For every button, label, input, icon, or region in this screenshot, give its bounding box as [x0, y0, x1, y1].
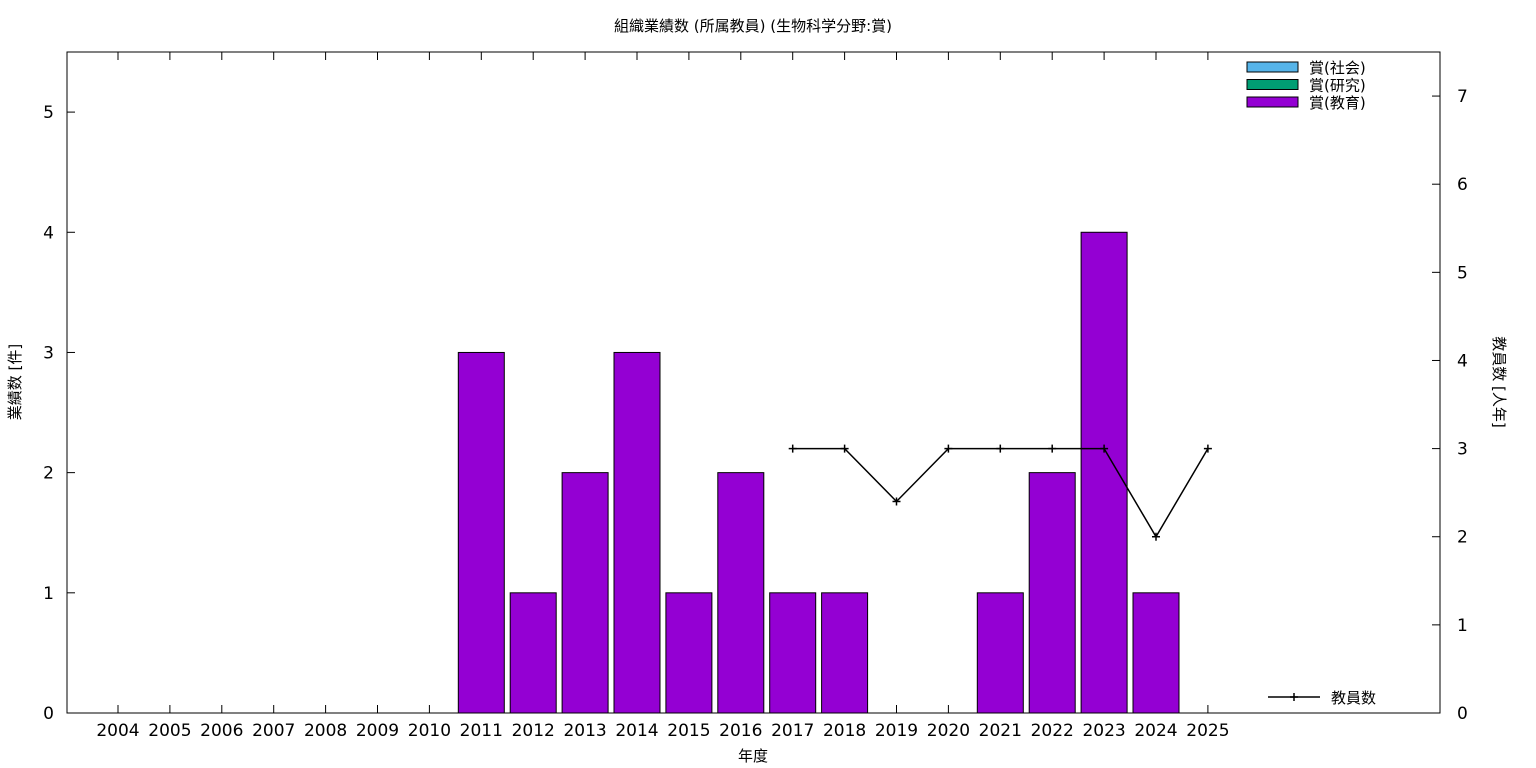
x-tick-label: 2025: [1186, 721, 1229, 741]
y2-tick-label: 2: [1457, 528, 1468, 548]
series-line: [792, 447, 1209, 539]
y-tick-label: 3: [43, 343, 54, 363]
x-tick-label: 2021: [979, 721, 1022, 741]
y2-tick-label: 5: [1457, 263, 1468, 283]
x-tick-label: 2012: [512, 721, 555, 741]
legend-label: 賞(研究): [1309, 77, 1366, 95]
x-tick-label: 2013: [563, 721, 606, 741]
x-axis-label: 年度: [738, 747, 768, 765]
y-tick-label: 1: [43, 584, 54, 604]
bar: [457, 351, 505, 714]
x-tick-label: 2015: [667, 721, 710, 741]
x-tick-label: 2007: [252, 721, 295, 741]
legend-label: 教員数: [1331, 689, 1376, 707]
y-tick-label: 0: [43, 704, 54, 724]
x-tick-label: 2014: [615, 721, 658, 741]
y-tick-label: 2: [43, 464, 54, 484]
y2-tick-label: 4: [1457, 351, 1468, 371]
bar: [1080, 231, 1128, 714]
chart-title: 組織業績数 (所属教員) (生物科学分野:賞): [614, 17, 892, 35]
x-tick-label: 2023: [1082, 721, 1125, 741]
bar: [1132, 592, 1180, 714]
x-tick-label: 2011: [460, 721, 503, 741]
x-tick-label: 2016: [719, 721, 762, 741]
x-tick-label: 2020: [927, 721, 970, 741]
x-tick-label: 2022: [1031, 721, 1074, 741]
x-tick-label: 2024: [1134, 721, 1177, 741]
bar: [1028, 472, 1076, 714]
x-tick-label: 2009: [356, 721, 399, 741]
bar: [821, 592, 869, 714]
x-tick-label: 2008: [304, 721, 347, 741]
x-tick-label: 2018: [823, 721, 866, 741]
x-tick-label: 2006: [200, 721, 243, 741]
bar: [769, 592, 817, 714]
plot-frame: [66, 51, 1441, 714]
y-tick-label: 4: [43, 223, 54, 243]
bar: [665, 592, 713, 714]
bar: [717, 472, 765, 714]
bar: [613, 351, 661, 714]
x-tick-label: 2017: [771, 721, 814, 741]
y2-tick-label: 0: [1457, 704, 1468, 724]
legend-label: 賞(教育): [1309, 94, 1366, 112]
y2-tick-label: 3: [1457, 440, 1468, 460]
y2-tick-label: 6: [1457, 175, 1468, 195]
x-tick-label: 2019: [875, 721, 918, 741]
legend-swatch: [1246, 61, 1299, 73]
y-tick-label: 5: [43, 103, 54, 123]
legend-label: 賞(社会): [1309, 59, 1366, 77]
bar: [561, 472, 609, 714]
y2-axis-label: 教員数 [人年]: [1490, 336, 1508, 427]
bar: [976, 592, 1024, 714]
y-axis-label: 業績数 [件]: [6, 344, 24, 420]
y2-tick-label: 7: [1457, 87, 1468, 107]
x-tick-label: 2010: [408, 721, 451, 741]
x-tick-label: 2004: [96, 721, 139, 741]
y2-tick-label: 1: [1457, 616, 1468, 636]
legend-swatch: [1246, 96, 1299, 108]
legend-swatch: [1246, 79, 1299, 90]
bar: [509, 592, 557, 714]
x-tick-label: 2005: [148, 721, 191, 741]
